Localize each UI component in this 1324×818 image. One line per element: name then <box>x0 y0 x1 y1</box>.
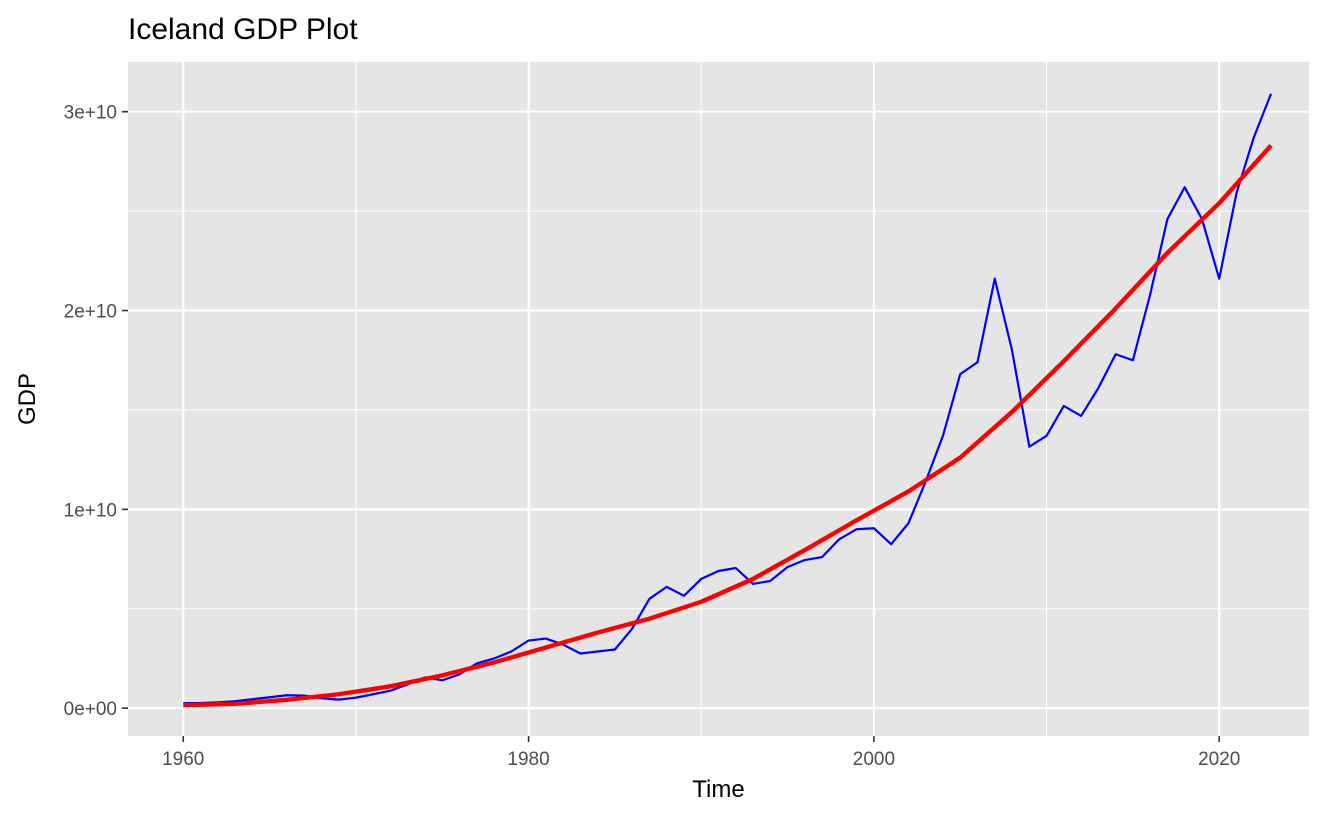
trend-series-line <box>183 144 1273 708</box>
minor-grid <box>128 62 1309 736</box>
x-tick-label: 2000 <box>853 749 895 770</box>
x-tick-label: 2020 <box>1198 749 1240 770</box>
y-tick-label: 1e+10 <box>64 500 117 521</box>
chart-title: Iceland GDP Plot <box>128 13 358 46</box>
y-tick-label: 0e+00 <box>64 699 117 720</box>
y-axis: 0e+00 1e+10 2e+10 3e+10 <box>64 103 128 720</box>
y-tick-label: 2e+10 <box>64 302 117 323</box>
y-tick-label: 3e+10 <box>64 103 117 124</box>
y-axis-title: GDP <box>14 373 41 425</box>
series-layer <box>183 93 1273 708</box>
x-axis: 1960 1980 2000 2020 <box>162 736 1240 770</box>
x-tick-label: 1980 <box>507 749 549 770</box>
gdp-series-line <box>183 93 1273 705</box>
x-tick-label: 1960 <box>162 749 204 770</box>
x-axis-title: Time <box>692 776 744 803</box>
plot-panel <box>128 62 1309 736</box>
